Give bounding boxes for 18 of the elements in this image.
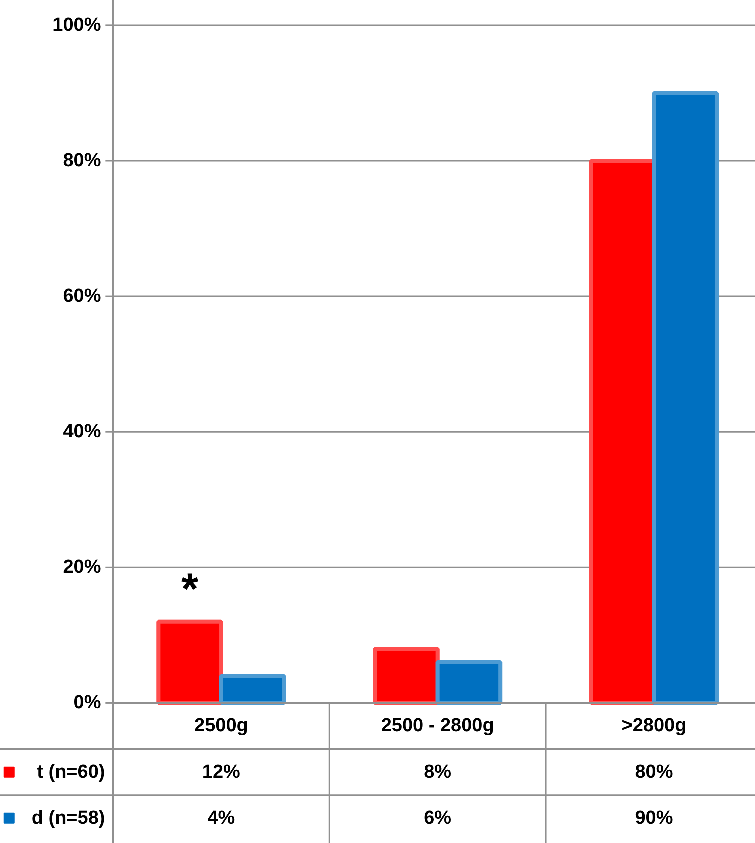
data-label: 6% <box>424 808 452 829</box>
legend-label: t (n=60) <box>37 762 106 783</box>
data-label: 8% <box>424 762 452 783</box>
y-tick-label: 20% <box>63 557 102 578</box>
y-tick-label: 80% <box>63 150 102 172</box>
x-tick-label: 2500g <box>194 716 248 737</box>
y-tick-label: 100% <box>52 14 102 36</box>
y-tick-label: 60% <box>63 286 102 308</box>
data-label: 12% <box>202 762 241 783</box>
data-label: 80% <box>635 762 674 783</box>
data-label: 90% <box>635 808 674 829</box>
data-label: 4% <box>208 808 236 829</box>
legend-label: d (n=58) <box>32 808 106 829</box>
y-tick-label: 40% <box>63 422 102 443</box>
x-tick-label: 2500 - 2800g <box>381 716 494 737</box>
x-tick-label: >2800g <box>622 716 687 737</box>
y-tick-label: 0% <box>74 692 102 714</box>
annotation: * <box>182 564 200 614</box>
